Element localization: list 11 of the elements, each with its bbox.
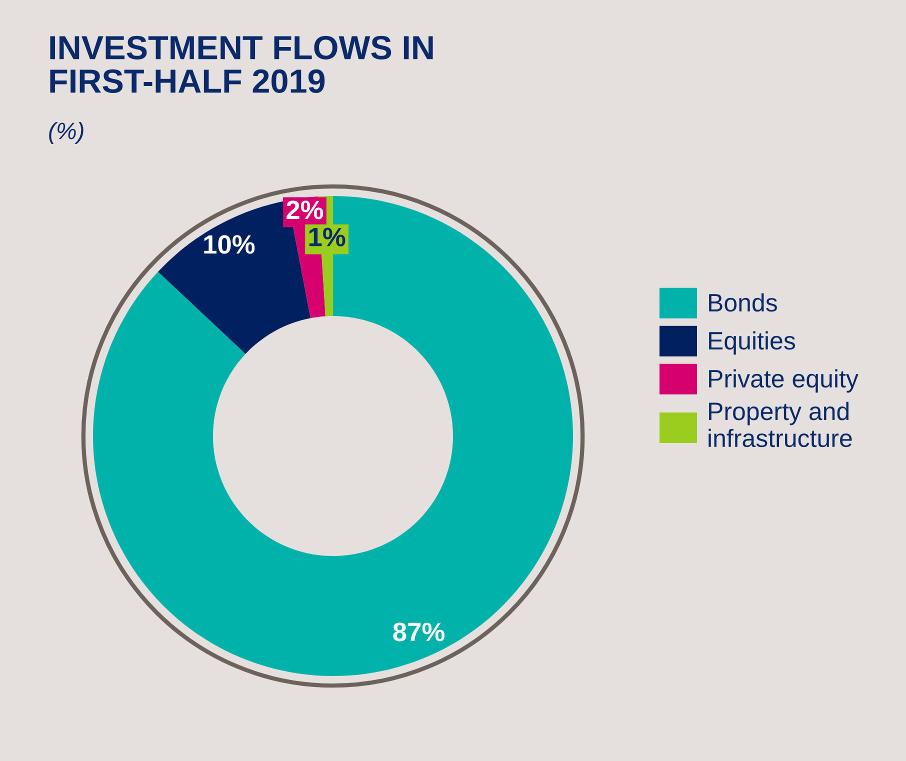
- legend-label: Property and infrastructure: [708, 402, 852, 448]
- data-label: 87%: [393, 622, 444, 642]
- data-label: 2%: [286, 200, 324, 220]
- chart-subtitle: (%): [49, 122, 84, 144]
- data-label: 1%: [309, 228, 346, 246]
- data-label: 10%: [204, 235, 255, 254]
- legend-label: Equities: [709, 331, 796, 355]
- legend-label: Bonds: [709, 293, 777, 312]
- donut-slice: [93, 196, 573, 676]
- legend-label: Private equity: [709, 369, 858, 393]
- chart-title: INVESTMENT FLOWS IN FIRST-HALF 2019: [50, 36, 433, 93]
